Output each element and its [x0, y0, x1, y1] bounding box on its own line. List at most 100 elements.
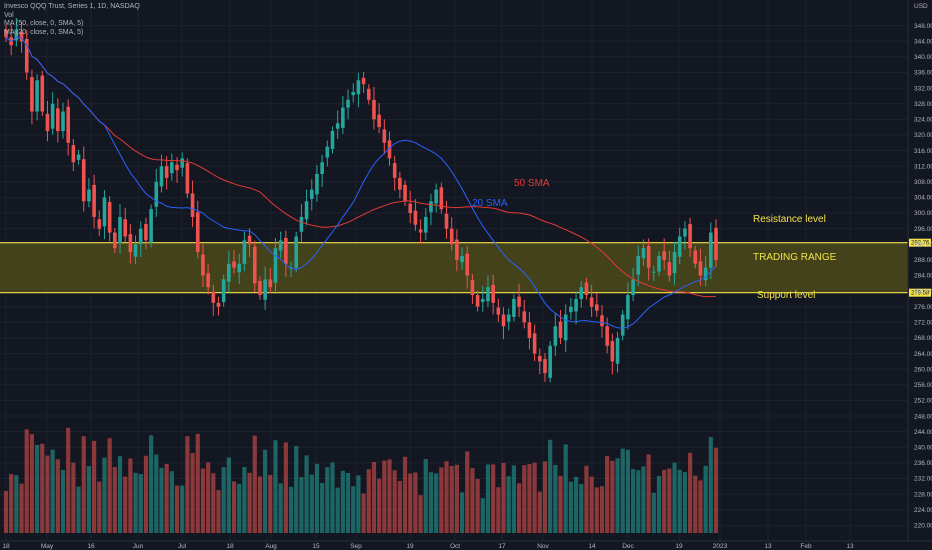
- candle: [118, 216, 122, 244]
- time-axis[interactable]: 18 May 16 Jun Jul 18 Aug 15 Sep 19 Oct 17 Nov 14 Dec 19…: [0, 540, 932, 550]
- candle: [449, 228, 454, 245]
- candle: [439, 187, 444, 210]
- legend-ma20[interactable]: MA (20, close, 0, SMA, 5): [4, 28, 84, 36]
- candle: [589, 297, 594, 307]
- candle: [662, 251, 666, 260]
- volume-bar: [371, 462, 377, 533]
- x-tick-label: 16: [87, 543, 95, 550]
- candle: [574, 298, 578, 312]
- price-axis[interactable]: 220.00 224.00 228.00 232.00 236.00 240.00 244.…: [907, 0, 932, 541]
- volume-bar: [9, 474, 14, 533]
- candle: [522, 311, 527, 323]
- candle: [45, 113, 50, 132]
- candle: [97, 219, 102, 229]
- volume-bar: [418, 495, 423, 533]
- candle: [304, 201, 309, 220]
- candle: [486, 287, 490, 302]
- volume-bar: [713, 447, 719, 533]
- candle: [372, 99, 376, 120]
- candle: [392, 163, 397, 178]
- candle: [71, 145, 76, 163]
- legend-symbol[interactable]: Invesco QQQ Trust, Series 1, 1D, NASDAQ: [4, 3, 140, 10]
- volume-bar: [522, 465, 527, 533]
- volume-bar: [81, 436, 86, 533]
- candle: [138, 228, 143, 245]
- annotations: Resistance level TRADING RANGE Support lev…: [472, 178, 837, 301]
- candle: [76, 154, 81, 160]
- candle: [315, 173, 319, 195]
- volume-bar: [180, 485, 185, 533]
- sma20-line: [5, 36, 717, 329]
- volume-bar: [76, 486, 81, 533]
- volume-bar: [366, 469, 371, 533]
- legend-ma50[interactable]: MA (50, close, 0, SMA, 5): [4, 20, 84, 28]
- y-tick-label: 256.00: [914, 382, 932, 389]
- volume-bar: [599, 486, 605, 533]
- resistance-annotation: Resistance level: [753, 214, 826, 225]
- resistance-price-tag-bg: [909, 238, 931, 247]
- volume-bar: [66, 427, 71, 533]
- volume-bar: [112, 467, 117, 533]
- volume-bar: [257, 476, 263, 533]
- candle: [211, 291, 216, 303]
- candle: [263, 279, 267, 300]
- candle: [273, 248, 278, 283]
- x-tick-label: 2023: [713, 543, 728, 550]
- volume-bar: [672, 462, 677, 533]
- candle: [657, 255, 661, 272]
- candle: [144, 223, 148, 241]
- candle: [14, 29, 19, 41]
- volume-bar: [314, 463, 320, 533]
- volume-bar: [154, 454, 159, 533]
- candle: [50, 103, 55, 129]
- volume-bar: [24, 429, 29, 533]
- candle: [672, 252, 677, 274]
- volume-bar: [185, 436, 190, 533]
- volume-bar: [439, 467, 444, 533]
- volume-bar: [589, 476, 594, 533]
- candle: [30, 77, 34, 112]
- volume-bar: [304, 455, 309, 533]
- candle: [81, 159, 86, 202]
- volume-bar: [123, 476, 128, 533]
- candle: [351, 91, 356, 96]
- legend-volume[interactable]: Vol: [4, 11, 14, 19]
- volume-bar: [687, 452, 693, 533]
- volume-bar: [496, 487, 501, 533]
- x-tick-label: Jun: [133, 543, 144, 550]
- candle: [403, 184, 407, 202]
- volume-bar: [402, 456, 408, 533]
- trading-range: 292.76 279.58: [0, 238, 931, 297]
- volume-bar: [568, 481, 573, 533]
- candle: [61, 111, 65, 132]
- volume-bar: [625, 449, 630, 533]
- candle: [667, 262, 672, 276]
- candle: [698, 261, 703, 276]
- moving-averages: [5, 36, 717, 329]
- x-tick-label: 19: [675, 543, 683, 550]
- volume-bar: [459, 492, 465, 533]
- candle: [537, 355, 542, 362]
- volume-bar: [325, 467, 330, 533]
- volume-bar: [309, 474, 314, 533]
- candle: [361, 77, 366, 85]
- volume-bar: [392, 470, 397, 533]
- candle: [123, 219, 127, 237]
- volume-bar: [454, 464, 459, 533]
- volume-bar: [102, 457, 107, 533]
- candle: [180, 158, 185, 168]
- volume-bar: [45, 455, 50, 533]
- volume-bar: [693, 475, 698, 533]
- candle: [325, 146, 330, 158]
- candle: [164, 166, 169, 178]
- volume-bar: [60, 470, 66, 533]
- volume-bar: [278, 483, 283, 533]
- candle: [600, 315, 604, 327]
- volume-bar: [377, 478, 382, 533]
- x-tick-label: Feb: [800, 543, 812, 550]
- volume-bar: [190, 453, 195, 533]
- volume-bar: [548, 439, 553, 533]
- chart-legend: Invesco QQQ Trust, Series 1, 1D, NASDAQ …: [4, 3, 140, 37]
- candle: [693, 250, 698, 264]
